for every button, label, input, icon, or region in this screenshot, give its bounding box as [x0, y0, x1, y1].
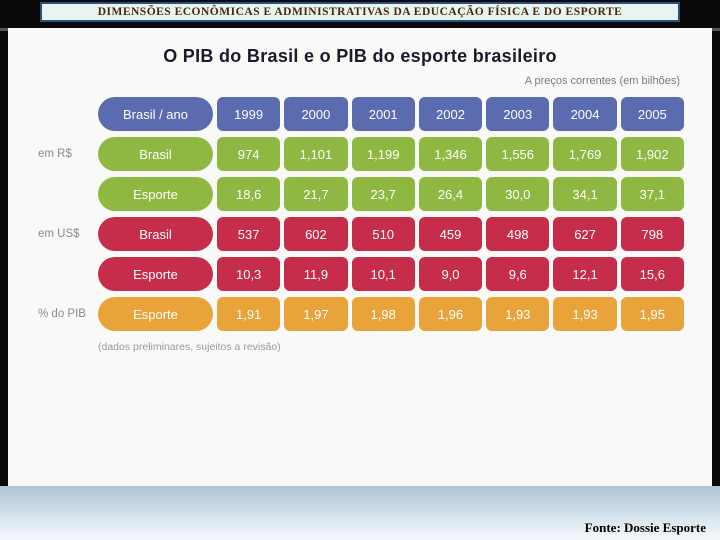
chart-subtitle: A preços correntes (em bilhões) [36, 75, 680, 87]
year-cell: 2000 [284, 97, 347, 131]
value-cell: 537 [217, 217, 280, 251]
value-cell: 30,0 [486, 177, 549, 211]
value-cell: 1,101 [284, 137, 347, 171]
header-pill: Brasil / ano [98, 97, 213, 131]
year-cell: 2005 [621, 97, 684, 131]
year-cell: 2004 [553, 97, 616, 131]
value-cell: 1,96 [419, 297, 482, 331]
value-cell: 798 [621, 217, 684, 251]
year-cell: 2002 [419, 97, 482, 131]
row-pill: Brasil [98, 137, 213, 171]
value-cell: 1,91 [217, 297, 280, 331]
value-cell: 1,93 [553, 297, 616, 331]
year-cell: 2001 [352, 97, 415, 131]
value-cell: 627 [553, 217, 616, 251]
value-cell: 11,9 [284, 257, 347, 291]
value-cell: 10,1 [352, 257, 415, 291]
row-cells: 537 602 510 459 498 627 798 [217, 217, 684, 251]
value-cell: 1,98 [352, 297, 415, 331]
side-label: em R$ [36, 148, 94, 160]
value-cell: 1,902 [621, 137, 684, 171]
row-pill: Esporte [98, 177, 213, 211]
bottom-gradient: Fonte: Dossie Esporte [0, 486, 720, 540]
table-row: em US$ Brasil 537 602 510 459 498 627 79… [36, 217, 684, 251]
value-cell: 1,97 [284, 297, 347, 331]
side-label: % do PIB [36, 308, 94, 320]
header-cells: 1999 2000 2001 2002 2003 2004 2005 [217, 97, 684, 131]
year-cell: 1999 [217, 97, 280, 131]
value-cell: 34,1 [553, 177, 616, 211]
table-row: em R$ Brasil 974 1,101 1,199 1,346 1,556… [36, 137, 684, 171]
value-cell: 459 [419, 217, 482, 251]
top-banner: DIMENSÕES ECONÔMICAS E ADMINISTRATIVAS D… [40, 2, 680, 22]
value-cell: 602 [284, 217, 347, 251]
table-row: Esporte 10,3 11,9 10,1 9,0 9,6 12,1 15,6 [36, 257, 684, 291]
value-cell: 1,346 [419, 137, 482, 171]
value-cell: 10,3 [217, 257, 280, 291]
row-pill: Esporte [98, 297, 213, 331]
value-cell: 21,7 [284, 177, 347, 211]
value-cell: 26,4 [419, 177, 482, 211]
year-cell: 2003 [486, 97, 549, 131]
value-cell: 37,1 [621, 177, 684, 211]
value-cell: 1,93 [486, 297, 549, 331]
value-cell: 15,6 [621, 257, 684, 291]
row-cells: 974 1,101 1,199 1,346 1,556 1,769 1,902 [217, 137, 684, 171]
value-cell: 1,769 [553, 137, 616, 171]
value-cell: 498 [486, 217, 549, 251]
value-cell: 23,7 [352, 177, 415, 211]
table-header-row: Brasil / ano 1999 2000 2001 2002 2003 20… [36, 97, 684, 131]
value-cell: 510 [352, 217, 415, 251]
row-cells: 18,6 21,7 23,7 26,4 30,0 34,1 37,1 [217, 177, 684, 211]
content-area: O PIB do Brasil e o PIB do esporte brasi… [8, 28, 712, 486]
row-cells: 1,91 1,97 1,98 1,96 1,93 1,93 1,95 [217, 297, 684, 331]
pib-table: Brasil / ano 1999 2000 2001 2002 2003 20… [36, 97, 684, 331]
row-cells: 10,3 11,9 10,1 9,0 9,6 12,1 15,6 [217, 257, 684, 291]
table-row: % do PIB Esporte 1,91 1,97 1,98 1,96 1,9… [36, 297, 684, 331]
row-pill: Brasil [98, 217, 213, 251]
row-pill: Esporte [98, 257, 213, 291]
source-label: Fonte: Dossie Esporte [585, 520, 706, 536]
chart-title: O PIB do Brasil e o PIB do esporte brasi… [36, 46, 684, 67]
value-cell: 9,6 [486, 257, 549, 291]
side-label: em US$ [36, 228, 94, 240]
value-cell: 18,6 [217, 177, 280, 211]
value-cell: 1,556 [486, 137, 549, 171]
value-cell: 1,95 [621, 297, 684, 331]
value-cell: 974 [217, 137, 280, 171]
table-row: Esporte 18,6 21,7 23,7 26,4 30,0 34,1 37… [36, 177, 684, 211]
footnote: (dados preliminares, sujeitos a revisão) [98, 341, 684, 353]
value-cell: 12,1 [553, 257, 616, 291]
value-cell: 9,0 [419, 257, 482, 291]
banner-title: DIMENSÕES ECONÔMICAS E ADMINISTRATIVAS D… [50, 6, 670, 18]
value-cell: 1,199 [352, 137, 415, 171]
